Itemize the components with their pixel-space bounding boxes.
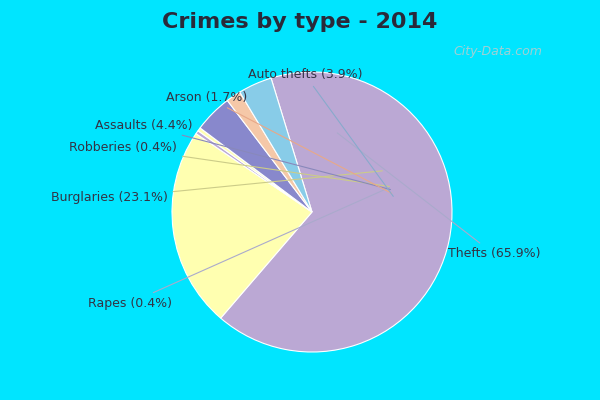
Text: City-Data.com: City-Data.com (454, 46, 542, 58)
Text: Assaults (4.4%): Assaults (4.4%) (95, 119, 391, 190)
Text: Arson (1.7%): Arson (1.7%) (166, 91, 392, 193)
Wedge shape (227, 92, 312, 212)
Text: Crimes by type - 2014: Crimes by type - 2014 (163, 12, 437, 32)
Wedge shape (172, 134, 312, 318)
Wedge shape (221, 72, 452, 352)
Wedge shape (200, 100, 312, 212)
Text: Auto thefts (3.9%): Auto thefts (3.9%) (248, 68, 394, 196)
Wedge shape (196, 131, 312, 212)
Wedge shape (240, 78, 312, 212)
Text: Thefts (65.9%): Thefts (65.9%) (337, 133, 540, 260)
Text: Burglaries (23.1%): Burglaries (23.1%) (50, 171, 382, 204)
Text: Rapes (0.4%): Rapes (0.4%) (88, 188, 389, 310)
Text: Robberies (0.4%): Robberies (0.4%) (69, 141, 389, 186)
Wedge shape (198, 128, 312, 212)
